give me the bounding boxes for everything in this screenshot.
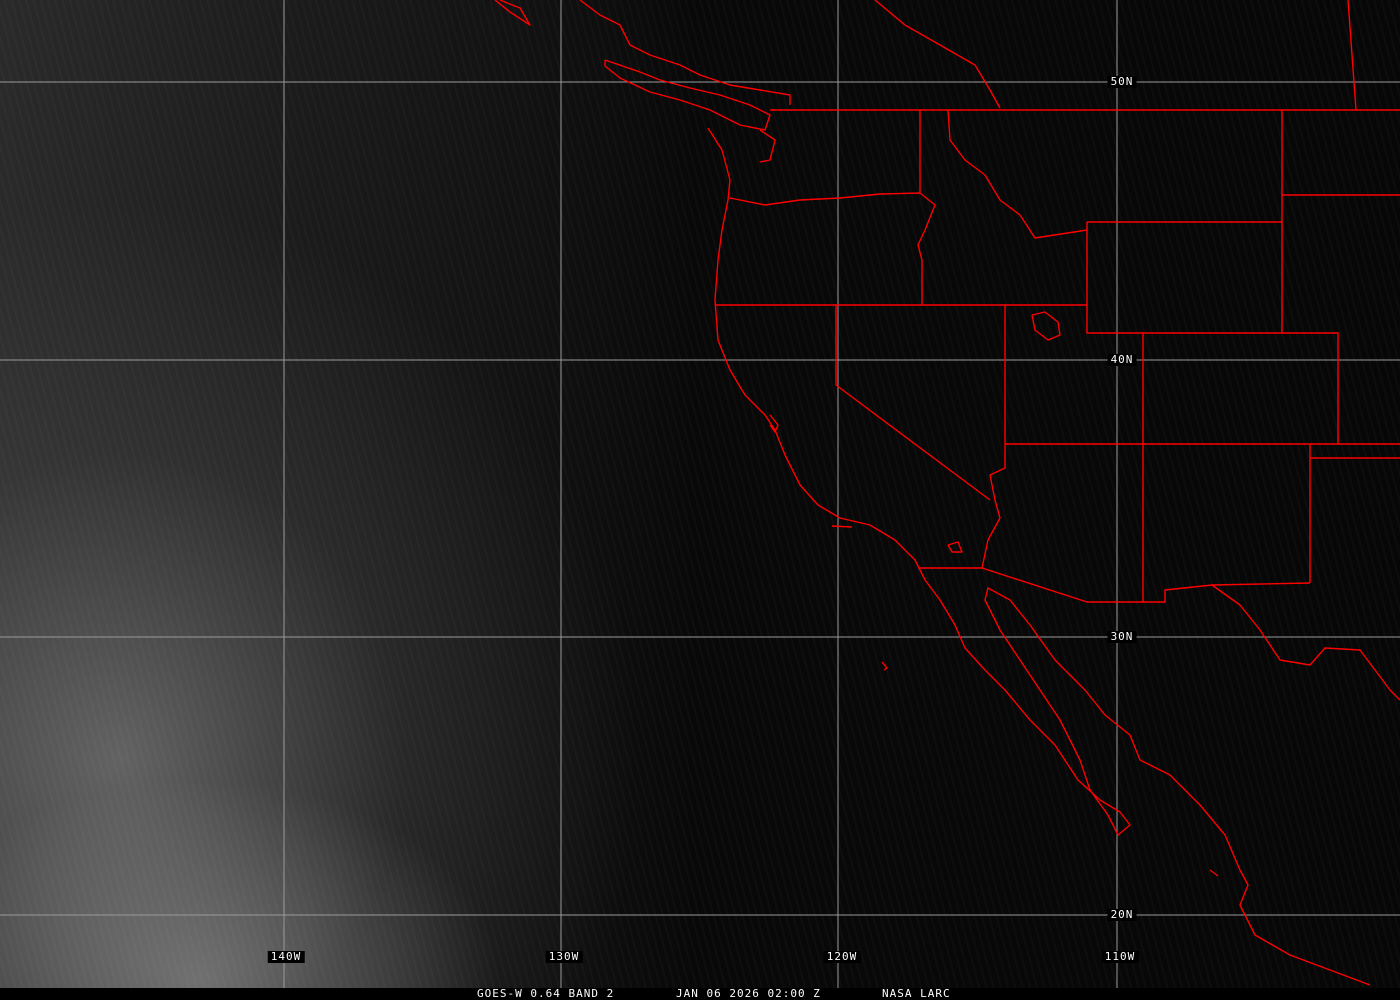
- image-caption-bar: GOES-W 0.64 BAND 2 JAN 06 2026 02:00 Z N…: [0, 988, 1400, 1000]
- lon-label-130w: 130W: [545, 951, 583, 963]
- co-borders: [1143, 332, 1339, 444]
- guadalupe-island: [881, 661, 888, 671]
- wa-or-border: [729, 192, 921, 206]
- channel-islands: [831, 525, 853, 528]
- lat-label-40n: 40N: [1107, 354, 1137, 366]
- us-mexico-border: [920, 567, 1311, 603]
- or-id-border: [917, 192, 936, 305]
- coastline-us-mexico: [707, 127, 1371, 986]
- sf-bay: [769, 414, 779, 433]
- coastline-canada: [494, 0, 531, 26]
- islas-marias: [1209, 869, 1219, 877]
- lon-label-140w: 140W: [267, 951, 305, 963]
- source-label: NASA LARC: [882, 987, 951, 1000]
- lat-label-50n: 50N: [1107, 76, 1137, 88]
- lon-label-110w: 110W: [1101, 951, 1139, 963]
- id-mt-border: [947, 109, 1088, 239]
- coastline-bc: [579, 0, 791, 105]
- lat-label-30n: 30N: [1107, 631, 1137, 643]
- product-label: GOES-W 0.64 BAND 2: [477, 987, 615, 1000]
- lon-label-120w: 120W: [823, 951, 861, 963]
- wy-north-border: [1087, 221, 1283, 333]
- puget-sound: [759, 129, 776, 163]
- nv-east-border: [981, 305, 1006, 569]
- rio-grande: [1211, 584, 1400, 701]
- wy-west-border: [1086, 222, 1143, 334]
- sask-manitoba-border: [1347, 0, 1357, 111]
- great-salt-lake: [1031, 311, 1061, 341]
- salton-sea: [947, 541, 963, 553]
- lat-label-20n: 20N: [1107, 909, 1137, 921]
- timestamp-label: JAN 06 2026 02:00 Z: [676, 987, 821, 1000]
- ca-nv-border: [835, 305, 991, 501]
- vancouver-island: [604, 59, 771, 131]
- bc-alberta-border: [874, 0, 1001, 109]
